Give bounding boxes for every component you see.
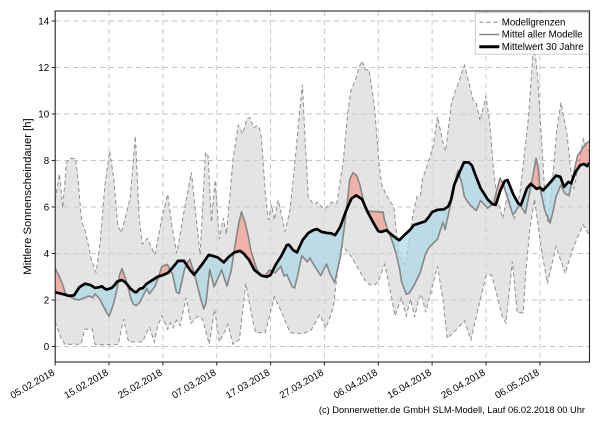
- svg-text:0: 0: [44, 342, 50, 353]
- svg-text:Modellgrenzen: Modellgrenzen: [502, 17, 566, 28]
- svg-text:12: 12: [38, 63, 49, 74]
- svg-text:(c) Donnerwetter.de GmbH SLM-M: (c) Donnerwetter.de GmbH SLM-Modell, Lau…: [319, 405, 585, 415]
- svg-text:Mittlere Sonnenscheindauer [h]: Mittlere Sonnenscheindauer [h]: [22, 118, 34, 274]
- svg-text:6: 6: [44, 202, 50, 213]
- svg-text:Mittelwert 30 Jahre: Mittelwert 30 Jahre: [502, 42, 584, 53]
- svg-text:10: 10: [38, 109, 49, 120]
- svg-text:8: 8: [44, 156, 50, 167]
- svg-text:14: 14: [38, 16, 49, 27]
- svg-text:Mittel aller Modelle: Mittel aller Modelle: [502, 30, 583, 41]
- svg-text:2: 2: [44, 295, 49, 306]
- svg-text:4: 4: [44, 249, 50, 260]
